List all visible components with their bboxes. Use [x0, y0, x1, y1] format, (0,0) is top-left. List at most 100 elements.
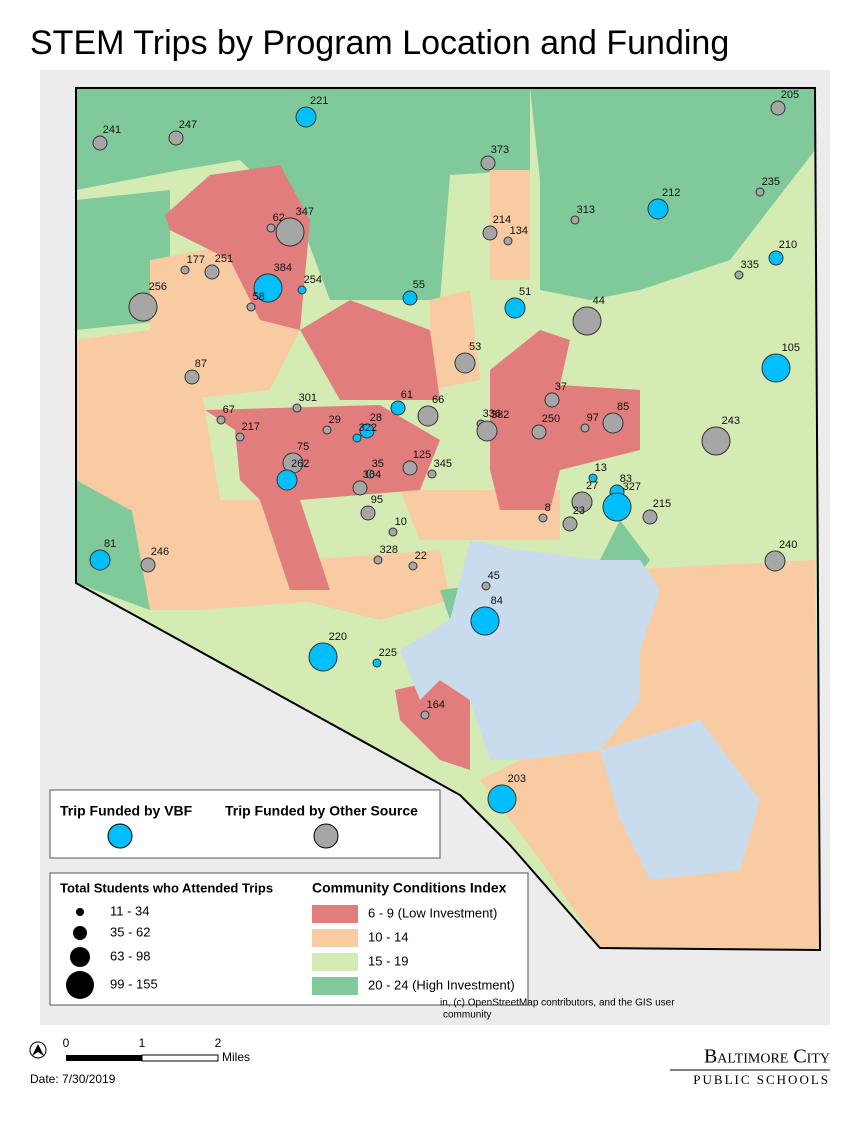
point-label: 254	[304, 274, 322, 286]
scale-label: 2	[215, 1036, 222, 1050]
legend-title: Total Students who Attended Trips	[60, 880, 273, 895]
trip-point	[292, 403, 302, 413]
point-label: 81	[104, 538, 116, 550]
trip-point	[562, 516, 578, 532]
point-label: 336	[483, 408, 501, 420]
point-label: 35	[372, 458, 384, 470]
point-label: 53	[469, 341, 481, 353]
trip-point	[322, 425, 332, 435]
legend-title: Community Conditions Index	[312, 880, 507, 896]
scale-label: 0	[63, 1036, 70, 1050]
point-label: 215	[653, 498, 671, 510]
logo: Baltimore City	[704, 1046, 830, 1068]
point-label: 23	[573, 505, 585, 517]
trip-point	[235, 432, 245, 442]
point-label: 95	[371, 494, 383, 506]
trip-point	[755, 187, 765, 197]
point-label: 55	[413, 279, 425, 291]
point-label: 210	[779, 239, 797, 251]
scale-label: 1	[139, 1036, 146, 1050]
point-label: 235	[762, 176, 780, 188]
trip-point	[580, 423, 590, 433]
point-label: 8	[545, 502, 551, 514]
point-label: 327	[623, 481, 641, 493]
title: STEM Trips by Program Location and Fundi…	[30, 24, 729, 62]
trip-point	[427, 469, 437, 479]
point-label: 364	[363, 469, 381, 481]
trip-point	[266, 223, 276, 233]
trip-point	[454, 352, 476, 374]
trip-point	[297, 285, 307, 295]
north-arrow	[29, 1041, 47, 1059]
trip-point	[373, 555, 383, 565]
point-label: 301	[299, 392, 317, 404]
trip-point	[92, 135, 108, 151]
point-label: 251	[215, 253, 233, 265]
point-label: 58	[253, 291, 265, 303]
trip-point	[487, 784, 517, 814]
point-label: 335	[741, 259, 759, 271]
point-label: 75	[297, 441, 309, 453]
trip-point	[588, 473, 598, 483]
attribution: community	[443, 1010, 491, 1021]
trip-point	[365, 469, 375, 479]
point-label: 214	[493, 214, 511, 226]
trip-point	[531, 424, 547, 440]
point-label: 384	[274, 262, 292, 274]
size-symbol	[70, 947, 90, 967]
trip-point	[253, 273, 283, 303]
point-label: 85	[617, 401, 629, 413]
point-label: 225	[379, 647, 397, 659]
trip-point	[246, 302, 256, 312]
point-label: 29	[329, 414, 341, 426]
condition-swatch	[312, 977, 358, 995]
point-label: 243	[722, 415, 740, 427]
trip-point	[538, 513, 548, 523]
point-label: 313	[577, 204, 595, 216]
trip-point	[503, 236, 513, 246]
trip-point	[89, 549, 111, 571]
trip-point	[572, 306, 602, 336]
point-label: 382	[491, 409, 509, 421]
trip-point	[180, 265, 190, 275]
point-label: 22	[415, 550, 427, 562]
trip-point	[372, 658, 382, 668]
point-label: 250	[542, 413, 560, 425]
point-label: 217	[242, 421, 260, 433]
trip-point	[768, 250, 784, 266]
point-label: 246	[151, 546, 169, 558]
point-label: 105	[782, 342, 800, 354]
trip-point	[701, 426, 731, 456]
condition-label: 6 - 9 (Low Investment)	[368, 905, 497, 920]
trip-point	[402, 460, 418, 476]
point-label: 45	[488, 570, 500, 582]
attribution: in, (c) OpenStreetMap contributors, and …	[440, 998, 675, 1009]
point-label: 44	[593, 295, 605, 307]
condition-swatch	[312, 929, 358, 947]
point-label: 28	[370, 412, 382, 424]
point-label: 347	[296, 206, 314, 218]
trip-point	[390, 400, 406, 416]
point-label: 84	[491, 595, 503, 607]
point-label: 373	[491, 144, 509, 156]
trip-point	[544, 392, 560, 408]
trip-point	[216, 415, 226, 425]
size-label: 35 - 62	[110, 924, 150, 939]
point-label: 247	[179, 119, 197, 131]
legend-label: Trip Funded by Other Source	[225, 803, 418, 819]
trip-point	[276, 469, 298, 491]
trip-point	[482, 225, 498, 241]
point-label: 164	[427, 699, 445, 711]
trip-point	[470, 606, 500, 636]
point-label: 125	[413, 449, 431, 461]
trip-point	[204, 264, 220, 280]
condition-label: 15 - 19	[368, 953, 408, 968]
size-label: 11 - 34	[110, 903, 150, 918]
trip-point	[481, 581, 491, 591]
point-label: 66	[432, 394, 444, 406]
trip-point	[352, 480, 368, 496]
point-label: 262	[291, 458, 309, 470]
point-label: 212	[662, 187, 680, 199]
point-label: 83	[620, 473, 632, 485]
